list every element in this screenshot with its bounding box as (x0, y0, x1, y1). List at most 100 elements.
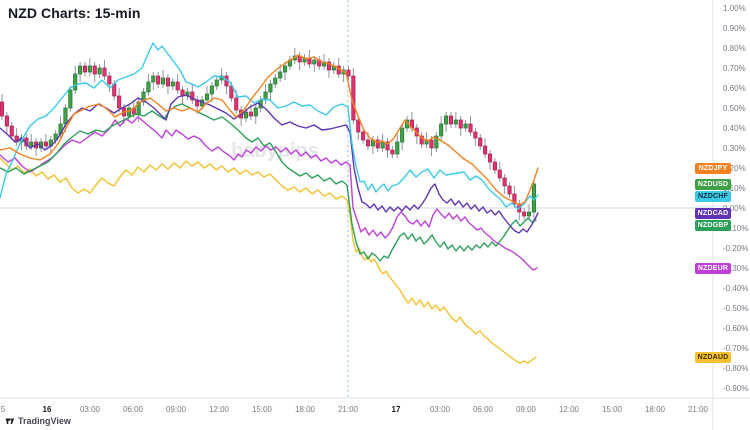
pair-badge-nzdjpy[interactable]: NZDJPY (695, 163, 731, 174)
candle-body (278, 71, 283, 79)
pair-badge-nzdaud[interactable]: NZDAUD (695, 352, 731, 363)
price-axis-label[interactable]: -0.30% (723, 264, 748, 273)
price-axis-label[interactable]: 0.20% (723, 164, 746, 173)
candle-body (126, 107, 131, 117)
price-axis-label[interactable]: 0.10% (723, 184, 746, 193)
line-nzdaud (0, 157, 537, 364)
candle-body (243, 111, 249, 119)
price-axis-label[interactable]: 0.50% (723, 104, 746, 113)
price-axis-label[interactable]: -0.90% (723, 384, 748, 393)
time-axis-label[interactable]: 12:00 (559, 405, 580, 414)
time-axis-label[interactable]: 03:00 (80, 405, 101, 414)
price-axis-label[interactable]: -0.60% (723, 324, 748, 333)
price-axis-label[interactable]: -0.70% (723, 344, 748, 353)
candle-body (63, 107, 68, 125)
time-axis-label[interactable]: 15:00 (602, 405, 623, 414)
candle-body (502, 177, 507, 187)
pair-badge-nzdusd[interactable]: NZDUSD (695, 179, 731, 190)
tradingview-logo-icon (5, 416, 15, 426)
price-axis-label[interactable]: -0.80% (723, 364, 748, 373)
candle-body (214, 79, 219, 87)
tradingview-label: TradingView (18, 416, 71, 426)
pair-badge-nzdeur[interactable]: NZDEUR (695, 263, 731, 274)
price-axis-label[interactable]: 0.30% (723, 144, 746, 153)
candle-body (473, 131, 478, 139)
candle-body (497, 169, 502, 179)
price-axis-label[interactable]: -0.20% (723, 244, 748, 253)
candle-body (156, 75, 161, 85)
time-axis-label[interactable]: 18:00 (645, 405, 666, 414)
candle-body (478, 137, 483, 147)
price-axis-label[interactable]: -0.10% (723, 224, 748, 233)
price-axis-label[interactable]: 0.90% (723, 24, 746, 33)
candle-body (429, 139, 434, 149)
candle-body (356, 119, 361, 133)
candle-body (375, 139, 380, 149)
time-axis-label[interactable]: 06:00 (473, 405, 494, 414)
time-axis-label[interactable]: 21:00 (688, 405, 709, 414)
candle-body (73, 73, 78, 91)
candle-body (68, 89, 73, 109)
candle-body (492, 161, 497, 171)
candle-body (170, 81, 175, 87)
time-axis-label[interactable]: 17 (392, 405, 401, 414)
price-axis-label[interactable]: -0.50% (723, 304, 748, 313)
time-axis-label[interactable]: 21:00 (338, 405, 359, 414)
candle-body (78, 65, 83, 75)
candle-body (312, 59, 317, 65)
candle-body (146, 81, 151, 93)
candle-body (385, 141, 390, 151)
candle-body (395, 141, 400, 155)
price-axis-label[interactable]: -0.40% (723, 284, 748, 293)
line-nzdgbp (0, 103, 537, 262)
candle-body (29, 141, 34, 147)
candle-body (282, 65, 288, 73)
price-axis-label[interactable]: 0.80% (723, 44, 746, 53)
candle-body (253, 107, 258, 117)
candle-body (507, 185, 512, 195)
time-axis-label[interactable]: 09:00 (516, 405, 537, 414)
candle-body (175, 81, 180, 91)
candle-body (380, 141, 385, 149)
candle-body (400, 127, 405, 143)
candles-layer (0, 55, 536, 217)
price-axis-label[interactable]: 1.00% (723, 4, 746, 13)
tradingview-attribution[interactable]: TradingView (5, 416, 71, 426)
price-axis-label[interactable]: 0.60% (723, 84, 746, 93)
candle-body (444, 115, 449, 125)
time-axis-label[interactable]: 5 (1, 405, 6, 414)
time-axis-label[interactable]: 06:00 (123, 405, 144, 414)
time-axis-label[interactable]: 18:00 (295, 405, 316, 414)
price-axis-label[interactable]: 0.70% (723, 64, 746, 73)
candle-body (141, 91, 146, 103)
pair-badge-nzdchf[interactable]: NZDCHF (695, 191, 731, 202)
candle-body (0, 101, 5, 117)
time-axis-label[interactable]: 03:00 (430, 405, 451, 414)
time-axis-label[interactable]: 15:00 (252, 405, 273, 414)
candle-body (453, 119, 458, 125)
candle-body (9, 125, 14, 137)
price-axis-label[interactable]: 0.40% (723, 124, 746, 133)
candle-body (487, 153, 493, 163)
candle-body (419, 135, 424, 145)
time-axis-label[interactable]: 12:00 (209, 405, 230, 414)
price-axis-label[interactable]: 0.00% (723, 204, 746, 213)
candle-body (97, 67, 102, 75)
candle-body (248, 111, 253, 117)
pair-badge-nzdcad[interactable]: NZDCAD (695, 208, 731, 219)
pair-badge-nzdgbp[interactable]: NZDGBP (695, 220, 731, 231)
candle-body (346, 69, 351, 77)
candle-body (209, 85, 214, 95)
candle-body (14, 135, 19, 143)
time-axis-label[interactable]: 09:00 (166, 405, 187, 414)
candle-body (4, 115, 9, 127)
candle-body (326, 61, 332, 71)
candle-body (512, 193, 517, 205)
candle-body (82, 65, 88, 73)
line-nzdjpy (0, 54, 539, 206)
time-axis-label[interactable]: 16 (43, 405, 52, 414)
line-nzdcad (0, 94, 539, 234)
candle-body (204, 93, 210, 101)
